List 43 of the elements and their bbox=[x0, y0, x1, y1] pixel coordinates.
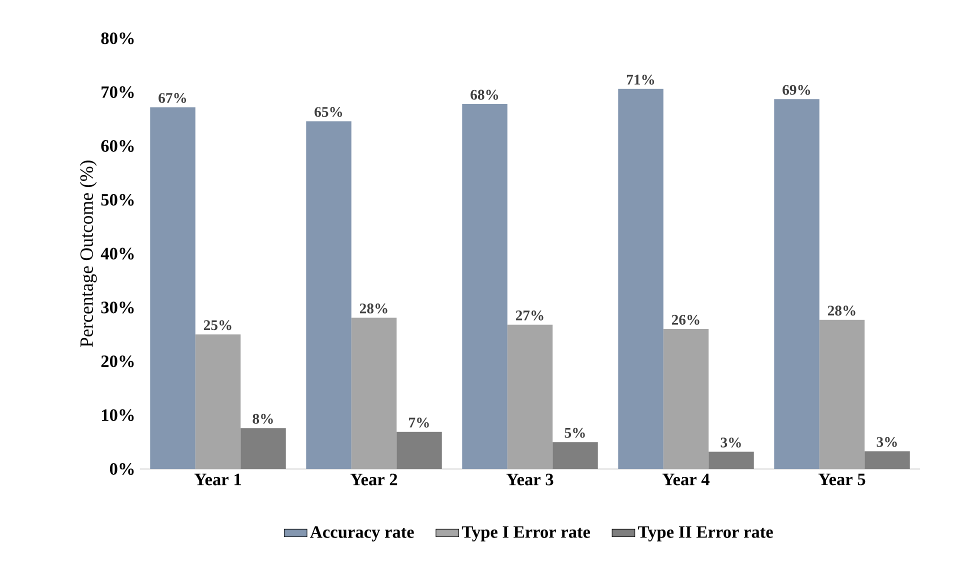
data-label: 65% bbox=[314, 107, 342, 117]
y-tick-label: 30% bbox=[101, 302, 134, 314]
data-label: 27% bbox=[516, 310, 544, 320]
y-tick-label: 50% bbox=[101, 194, 134, 206]
data-label: 3% bbox=[876, 437, 897, 447]
bar bbox=[774, 99, 820, 469]
legend-label: Type II Error rate bbox=[638, 526, 773, 542]
bar bbox=[708, 452, 754, 469]
x-tick-label: Year 2 bbox=[350, 474, 398, 486]
x-tick-label: Year 5 bbox=[818, 474, 866, 486]
bar bbox=[396, 432, 442, 469]
data-label: 67% bbox=[158, 93, 186, 103]
data-label: 28% bbox=[828, 306, 856, 316]
data-label: 8% bbox=[252, 414, 273, 424]
y-tick-label: 70% bbox=[102, 86, 134, 98]
y-tick-label: 40% bbox=[100, 248, 134, 260]
y-tick-label: 80% bbox=[101, 32, 134, 44]
bar bbox=[306, 121, 352, 469]
bar bbox=[864, 451, 910, 469]
data-label: 3% bbox=[720, 438, 741, 448]
bar bbox=[150, 107, 196, 469]
data-label: 5% bbox=[564, 428, 585, 438]
legend-label: Type I Error rate bbox=[462, 526, 590, 542]
x-tick-label: Year 3 bbox=[506, 474, 554, 486]
data-label: 7% bbox=[409, 418, 429, 428]
y-tick-label: 10% bbox=[102, 409, 134, 422]
y-axis-title: Percentage Outcome (%) bbox=[80, 160, 97, 347]
data-label: 69% bbox=[782, 84, 810, 95]
bar bbox=[462, 104, 508, 469]
data-label: 26% bbox=[672, 314, 700, 325]
legend-label: Accuracy rate bbox=[310, 526, 414, 542]
bar bbox=[618, 88, 664, 469]
y-tick-label: 60% bbox=[101, 140, 134, 152]
x-tick-label: Year 4 bbox=[662, 474, 710, 486]
data-label: 28% bbox=[360, 304, 388, 314]
bar bbox=[240, 428, 286, 469]
y-tick-label: 0% bbox=[110, 463, 134, 475]
data-label: 71% bbox=[626, 74, 654, 85]
data-label: 68% bbox=[470, 90, 498, 100]
x-tick-label: Year 1 bbox=[194, 474, 241, 486]
y-tick-label: 20% bbox=[101, 355, 134, 368]
bar bbox=[552, 442, 598, 469]
data-label: 25% bbox=[204, 320, 232, 330]
